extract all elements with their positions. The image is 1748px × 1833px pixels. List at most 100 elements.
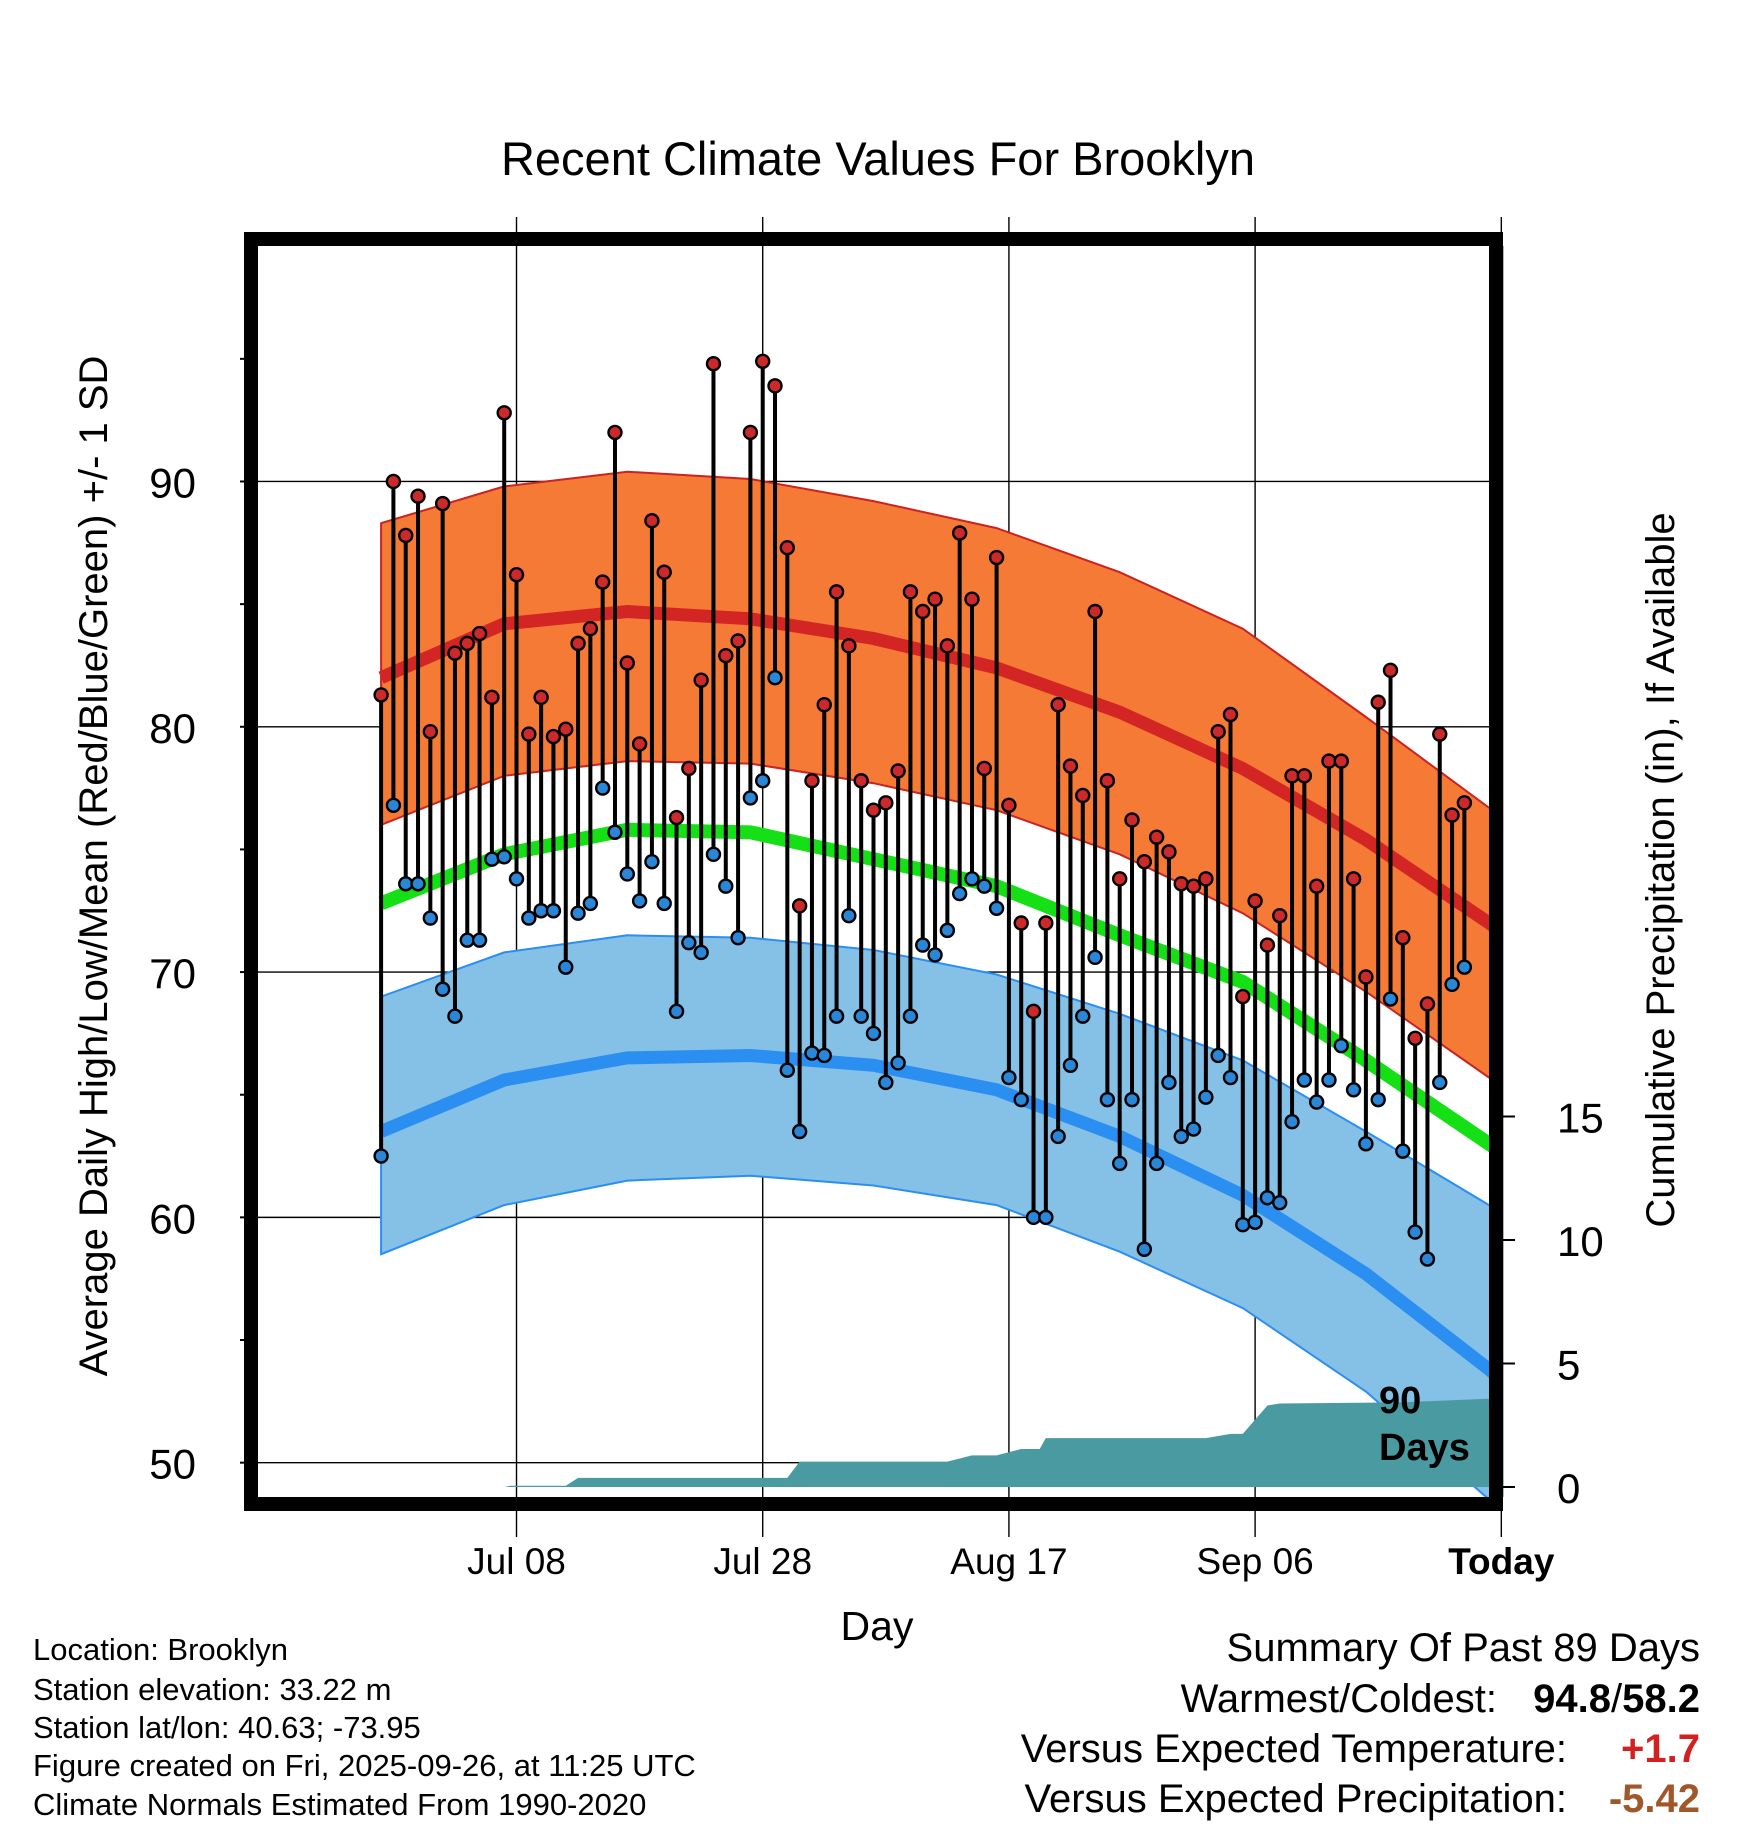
daily-high-point: [878, 795, 894, 811]
daily-high-point: [1038, 915, 1054, 931]
daily-low-point: [607, 824, 623, 840]
daily-low-point: [484, 851, 500, 867]
x-tick-label: Jul 28: [713, 1541, 812, 1582]
coldest-value: 58.2: [1622, 1677, 1700, 1721]
daily-high-point: [988, 549, 1005, 566]
daily-low-point: [1198, 1089, 1214, 1105]
daily-low-point: [1161, 1074, 1177, 1091]
daily-low-point: [1136, 1241, 1153, 1257]
daily-high-point: [1050, 697, 1066, 713]
y-axis-label: Average Daily High/Low/Mean (Red/Blue/Gr…: [72, 356, 116, 1377]
y-tick-label: 50: [149, 1441, 196, 1488]
y2-tick-label: 0: [1557, 1465, 1580, 1512]
precip-area: [381, 1398, 1489, 1487]
daily-high-point: [1013, 915, 1029, 931]
daily-high-point: [1259, 937, 1276, 953]
daily-high-point: [693, 672, 709, 688]
daily-high-point: [976, 760, 992, 777]
temp-versus-label: Versus Expected Temperature:: [1021, 1727, 1567, 1771]
daily-high-point: [705, 356, 722, 372]
daily-high-point: [607, 424, 623, 441]
daily-high-point: [681, 760, 697, 777]
daily-low-point: [791, 1123, 808, 1140]
precip-versus-value: -5.42: [1609, 1777, 1700, 1821]
daily-high-point: [1247, 893, 1263, 909]
daily-high-point: [1444, 807, 1460, 823]
daily-low-point: [1124, 1091, 1140, 1108]
summary-panel: Summary Of Past 89 Days Warmest/Coldest:…: [1021, 1626, 1700, 1821]
daily-high-point: [533, 689, 549, 706]
daily-high-point: [791, 898, 808, 914]
daily-high-point: [853, 773, 869, 789]
daily-high-point: [644, 513, 660, 529]
daily-low-point: [718, 878, 734, 894]
daily-high-point: [951, 525, 968, 541]
daily-high-point: [1148, 829, 1165, 845]
daily-low-point: [742, 790, 759, 806]
daily-high-point: [939, 638, 956, 654]
daily-low-point: [865, 1025, 882, 1042]
daily-low-point: [619, 866, 635, 882]
daily-high-point: [385, 473, 402, 490]
daily-high-point: [1321, 753, 1337, 769]
daily-high-point: [447, 645, 463, 661]
daily-low-point: [681, 934, 697, 951]
warm-cold-slash: /: [1611, 1677, 1623, 1721]
daily-low-point: [410, 876, 426, 892]
x-axis-label: Day: [841, 1603, 914, 1649]
daily-low-point: [828, 1008, 845, 1024]
daily-low-point: [1111, 1155, 1128, 1172]
daily-low-point: [1345, 1082, 1362, 1098]
daily-low-point: [631, 893, 648, 909]
daily-high-point: [828, 584, 845, 600]
daily-high-point: [545, 728, 562, 745]
daily-low-point: [853, 1008, 869, 1024]
daily-low-point: [545, 903, 562, 919]
daily-low-point: [459, 932, 475, 948]
daily-low-point: [570, 905, 586, 921]
daily-low-point: [951, 885, 968, 902]
daily-low-point: [558, 959, 574, 975]
daily-low-point: [902, 1008, 919, 1024]
daily-high-point: [841, 638, 857, 654]
daily-high-point: [1308, 878, 1325, 894]
daily-low-point: [1419, 1251, 1436, 1267]
daily-high-point: [915, 603, 931, 620]
daily-low-point: [1382, 991, 1399, 1007]
daily-high-point: [619, 655, 635, 671]
daily-high-point: [1284, 768, 1300, 784]
daily-low-point: [779, 1062, 796, 1078]
daily-low-point: [693, 944, 709, 961]
daily-low-point: [422, 910, 439, 926]
daily-low-point: [1099, 1091, 1116, 1108]
daily-low-point: [1062, 1057, 1079, 1073]
daily-low-point: [1247, 1214, 1263, 1230]
warm-cold-values: 94.8/58.2: [1533, 1677, 1700, 1721]
daily-low-point: [582, 895, 599, 912]
daily-low-point: [1432, 1074, 1448, 1091]
daily-high-point: [1111, 871, 1128, 887]
daily-low-point: [471, 932, 488, 948]
daily-high-point: [1198, 871, 1214, 887]
daily-high-point: [890, 763, 906, 779]
daily-low-point: [1321, 1072, 1337, 1088]
daily-low-point: [385, 797, 402, 813]
daily-high-point: [1161, 844, 1177, 860]
y-tick-label: 70: [149, 950, 196, 997]
daily-high-point: [434, 495, 451, 512]
daily-high-point: [730, 633, 746, 649]
plot-frame: [244, 232, 1503, 1511]
daily-high-point: [1062, 758, 1079, 774]
daily-high-point: [1099, 773, 1116, 789]
daily-high-point: [410, 488, 426, 504]
daily-low-point: [976, 878, 992, 894]
daily-low-point: [1333, 1037, 1349, 1054]
axes: 50 60 70 80 90 0 5 10 15 Jul 08 Jul 28 Aug 17 Sep 06…: [149, 232, 1604, 1582]
daily-high-point: [1173, 876, 1189, 892]
chart-title: Recent Climate Values For Brooklyn: [501, 132, 1255, 185]
daily-low-point: [496, 849, 512, 865]
daily-high-point: [521, 726, 537, 742]
daily-low-point: [804, 1045, 820, 1061]
daily-high-point: [459, 635, 475, 652]
daily-low-point: [656, 895, 672, 912]
